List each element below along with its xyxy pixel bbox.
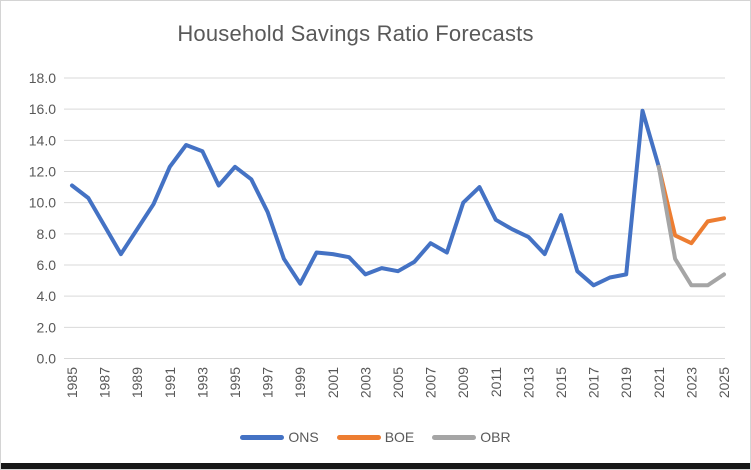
y-tick-label: 8.0 xyxy=(37,226,57,242)
x-tick-label: 2019 xyxy=(618,367,634,398)
x-tick-label: 2017 xyxy=(586,367,602,398)
chart-title: Household Savings Ratio Forecasts xyxy=(177,21,534,46)
y-tick-label: 10.0 xyxy=(29,195,56,211)
x-tick-label: 1993 xyxy=(194,367,210,398)
bottom-edge-bar xyxy=(1,463,750,469)
x-tick-label: 1997 xyxy=(260,367,276,398)
boe-line-swatch-icon xyxy=(336,434,381,440)
x-tick-label: 2005 xyxy=(390,367,406,398)
legend-label-boe: BOE xyxy=(384,429,415,445)
y-tick-label: 0.0 xyxy=(37,351,57,367)
x-tick-label: 2009 xyxy=(455,367,471,398)
x-tick-label: 1999 xyxy=(292,367,308,398)
y-tick-label: 6.0 xyxy=(37,257,57,273)
y-tick-label: 14.0 xyxy=(29,132,56,148)
x-tick-label: 2025 xyxy=(716,367,732,398)
y-tick-label: 4.0 xyxy=(37,288,57,304)
legend-label-obr: OBR xyxy=(480,429,511,445)
ons-line-swatch-icon xyxy=(240,434,285,440)
series-line-boe xyxy=(656,164,726,246)
x-tick-label: 2023 xyxy=(683,367,699,398)
series-line-obr xyxy=(656,164,726,288)
series-line-ons xyxy=(70,108,661,288)
x-tick-label: 2011 xyxy=(488,367,504,397)
x-tick-label: 1987 xyxy=(97,367,113,398)
x-tick-label: 1989 xyxy=(129,367,145,398)
x-tick-label: 2013 xyxy=(520,367,536,398)
x-tick-label: 1995 xyxy=(227,367,243,398)
obr-line-swatch-icon xyxy=(432,434,477,440)
legend: ONS BOE OBR xyxy=(1,429,750,445)
y-tick-label: 16.0 xyxy=(29,101,56,117)
x-tick-label: 2001 xyxy=(325,367,341,398)
x-tick-label: 2003 xyxy=(357,367,373,398)
x-tick-label: 2007 xyxy=(423,367,439,398)
x-tick-label: 1985 xyxy=(64,367,80,398)
y-tick-label: 2.0 xyxy=(37,319,57,335)
y-tick-label: 18.0 xyxy=(29,70,56,86)
x-tick-label: 1991 xyxy=(162,367,178,398)
y-tick-label: 12.0 xyxy=(29,164,56,180)
x-tick-label: 2021 xyxy=(651,367,667,398)
legend-item-obr: OBR xyxy=(432,429,511,445)
x-tick-label: 2015 xyxy=(553,367,569,398)
legend-item-ons: ONS xyxy=(240,429,319,445)
legend-item-boe: BOE xyxy=(336,429,415,445)
legend-label-ons: ONS xyxy=(288,429,319,445)
